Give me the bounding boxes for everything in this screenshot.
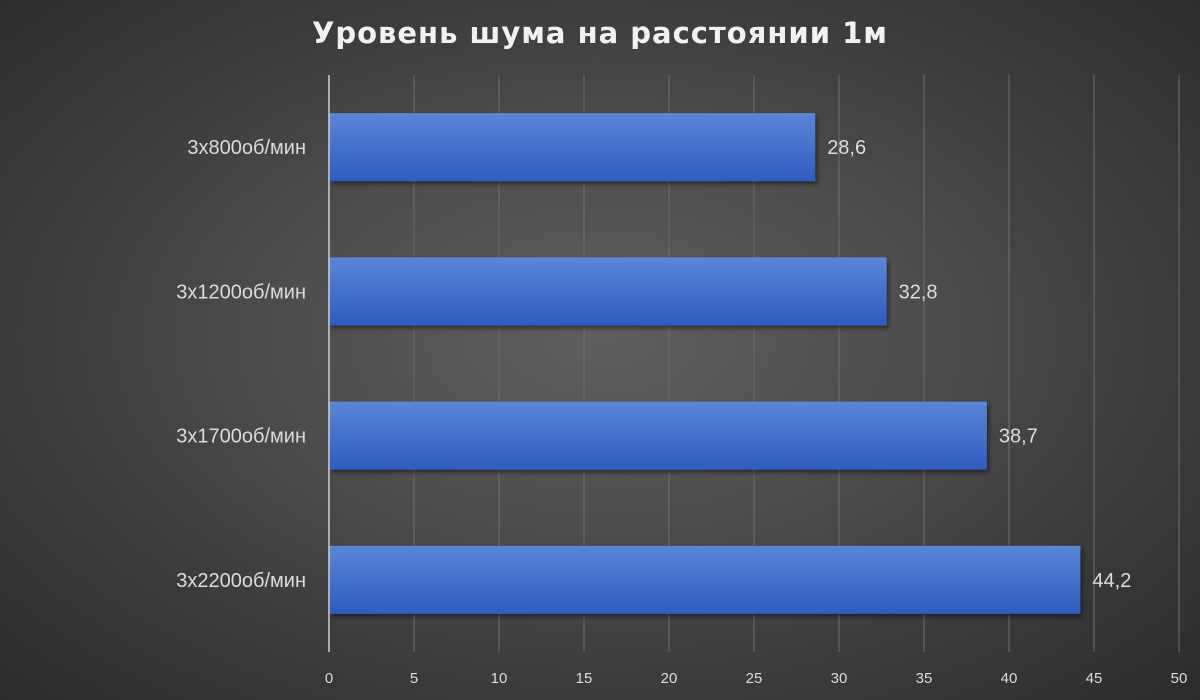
y-category-label: 3x2200об/мин [176,570,306,592]
x-tick-label: 10 [491,670,508,687]
bar [329,545,1081,614]
x-tick-label: 45 [1086,670,1103,687]
data-label: 32,8 [899,281,938,303]
x-tick-label: 0 [325,670,333,687]
data-label: 28,6 [827,137,866,159]
x-tick-label: 50 [1171,670,1188,687]
x-tick-label: 30 [831,670,848,687]
labels: 0 5 10 15 20 25 30 35 40 45 50 3x800об/мин 28,6 3x120… [176,137,1187,687]
bar [329,401,987,470]
data-label: 44,2 [1092,570,1131,592]
x-tick-label: 15 [576,670,593,687]
x-tick-label: 20 [661,670,678,687]
x-tick-label: 35 [916,670,933,687]
x-tick-label: 40 [1001,670,1018,687]
y-category-label: 3x1700об/мин [176,426,306,448]
data-label: 38,7 [999,426,1038,448]
y-category-label: 3x800об/мин [187,137,306,159]
bar [329,113,816,182]
bar [329,257,887,326]
x-tick-label: 5 [410,670,418,687]
y-category-label: 3x1200об/мин [176,281,306,303]
x-tick-label: 25 [746,670,763,687]
chart-title: Уровень шума на расстоянии 1м [311,16,889,50]
bars [329,113,1081,614]
